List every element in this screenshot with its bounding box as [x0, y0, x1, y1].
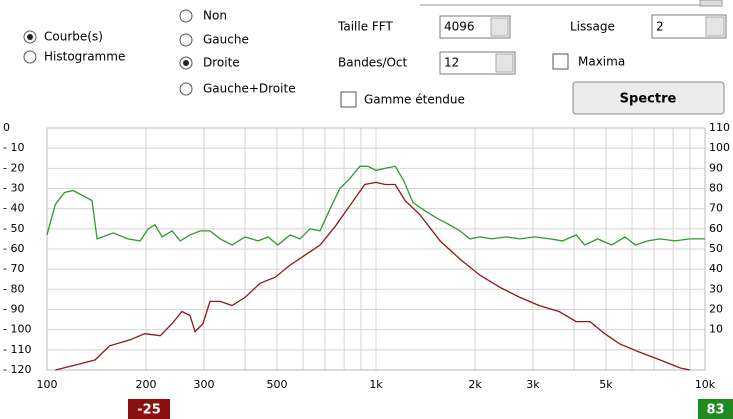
radio-dot [27, 34, 33, 40]
y2-tick-label: 40 [709, 262, 723, 275]
x-tick-label: 1k [369, 378, 383, 391]
spectrum-line [46, 165, 705, 246]
fft-value: 4096 [444, 20, 475, 34]
x-tick-label: 100 [37, 378, 58, 391]
bands-spin[interactable] [495, 53, 514, 73]
x-tick-label: 3k [526, 378, 540, 391]
x-tick-label: 5k [599, 378, 613, 391]
level-indicator [128, 399, 170, 419]
y2-tick-label: 90 [709, 161, 723, 174]
y-tick-label: - 50 [3, 222, 24, 235]
y2-tick-label: 60 [709, 222, 723, 235]
y2-tick-label: 70 [709, 202, 723, 215]
radio[interactable] [179, 33, 193, 47]
y-tick-label: - 90 [3, 303, 24, 316]
x-tick-label: 2k [468, 378, 482, 391]
spectre-button[interactable] [572, 81, 725, 115]
radio-label: Gauche+Droite [203, 82, 296, 96]
y2-tick-label: 110 [709, 121, 730, 134]
y2-tick-label: 80 [709, 182, 723, 195]
radio-dot [183, 60, 189, 66]
radio-label: Gauche [203, 33, 249, 47]
y-tick-label: - 20 [3, 161, 24, 174]
y-tick-label: - 110 [3, 343, 31, 356]
radio[interactable] [179, 82, 193, 96]
radio[interactable] [179, 9, 193, 23]
y-tick-label: - 60 [3, 242, 24, 255]
scroll-edge [699, 0, 723, 7]
smoothing-spin[interactable] [705, 16, 725, 37]
radio-label: Histogramme [44, 50, 125, 64]
x-tick-label: 500 [266, 378, 287, 391]
level-indicator [698, 399, 733, 419]
radio-label: Courbe(s) [44, 30, 103, 44]
checkbox-label: Maxima [578, 55, 625, 69]
fft-spin[interactable] [490, 17, 509, 37]
x-tick-label: 300 [193, 378, 214, 391]
y2-tick-label: 30 [709, 282, 723, 295]
smoothing-label: Lissage [570, 20, 615, 34]
x-tick-label: 200 [136, 378, 157, 391]
y2-tick-label: 10 [709, 323, 723, 336]
fft-label: Taille FFT [337, 20, 393, 34]
y2-tick-label: 100 [709, 141, 730, 154]
level-value: -25 [137, 403, 161, 418]
smoothing-value: 2 [656, 20, 664, 34]
radio-label: Non [203, 9, 227, 23]
spectre-button-label: Spectre [620, 92, 677, 107]
y2-tick-label: 50 [709, 242, 723, 255]
y-tick-label: - 10 [3, 141, 24, 154]
bands-value: 12 [444, 56, 459, 70]
y-tick-label: - 30 [3, 182, 24, 195]
y-tick-label: 0 [3, 121, 10, 134]
checkbox[interactable] [340, 91, 357, 108]
checkbox-label: Gamme étendue [364, 93, 465, 107]
level-value: 83 [706, 403, 724, 418]
y-tick-label: - 100 [3, 323, 31, 336]
x-tick-label: 10k [695, 378, 716, 391]
radio-label: Droite [203, 56, 240, 70]
plot-frame [46, 127, 706, 371]
checkbox[interactable] [552, 53, 569, 70]
spectrum-line [55, 181, 691, 371]
y2-tick-label: 20 [709, 303, 723, 316]
y-tick-label: - 120 [3, 363, 31, 376]
bands-label: Bandes/Oct [338, 56, 408, 70]
y-tick-label: - 70 [3, 262, 24, 275]
radio[interactable] [23, 50, 37, 64]
y-tick-label: - 80 [3, 282, 24, 295]
y-tick-label: - 40 [3, 202, 24, 215]
